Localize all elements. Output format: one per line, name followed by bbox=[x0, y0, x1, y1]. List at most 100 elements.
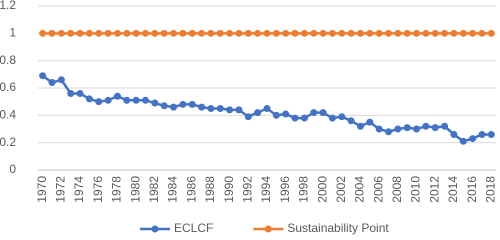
marker bbox=[478, 29, 486, 37]
legend-item: ECLCF bbox=[140, 221, 213, 235]
legend-label: Sustainability Point bbox=[287, 221, 389, 235]
marker bbox=[441, 122, 449, 130]
marker bbox=[422, 122, 430, 130]
marker bbox=[216, 29, 224, 37]
marker bbox=[469, 135, 477, 143]
marker bbox=[263, 105, 271, 112]
marker bbox=[76, 29, 84, 37]
x-tick-label: 2006 bbox=[371, 176, 385, 203]
x-tick-label: 2014 bbox=[446, 176, 460, 203]
marker bbox=[272, 111, 280, 119]
marker bbox=[319, 29, 327, 37]
marker bbox=[132, 29, 140, 37]
marker bbox=[198, 103, 206, 111]
x-tick-label: 1972 bbox=[54, 176, 68, 203]
x-tick-label: 1988 bbox=[203, 176, 217, 203]
x-tick-label: 1996 bbox=[278, 176, 292, 203]
x-tick-label: 2018 bbox=[483, 176, 497, 203]
marker bbox=[141, 96, 149, 104]
x-tick-label: 1970 bbox=[35, 176, 49, 203]
marker bbox=[57, 76, 65, 84]
marker bbox=[188, 100, 196, 108]
marker bbox=[95, 29, 103, 37]
marker bbox=[67, 29, 75, 37]
marker bbox=[431, 29, 439, 37]
marker bbox=[347, 29, 355, 37]
marker bbox=[226, 29, 234, 37]
marker bbox=[403, 124, 411, 132]
marker bbox=[39, 72, 47, 80]
marker bbox=[263, 29, 271, 37]
marker bbox=[385, 29, 393, 37]
marker bbox=[48, 79, 56, 87]
marker bbox=[385, 128, 393, 136]
x-tick-label: 2008 bbox=[390, 176, 404, 203]
x-tick-label: 2012 bbox=[427, 176, 441, 203]
marker bbox=[244, 29, 252, 37]
marker bbox=[123, 29, 131, 37]
marker bbox=[179, 29, 187, 37]
x-tick-label: 1994 bbox=[259, 176, 273, 203]
y-tick-label: 0 bbox=[9, 162, 16, 176]
marker bbox=[319, 109, 327, 117]
marker bbox=[216, 105, 224, 112]
marker bbox=[254, 29, 262, 37]
x-tick-label: 1976 bbox=[91, 176, 105, 203]
x-tick-label: 1980 bbox=[128, 176, 142, 203]
marker bbox=[235, 29, 243, 37]
marker bbox=[356, 29, 364, 37]
y-tick-label: 0.2 bbox=[0, 135, 16, 149]
marker bbox=[291, 29, 299, 37]
marker bbox=[328, 29, 336, 37]
marker bbox=[244, 113, 252, 121]
x-tick-label: 1992 bbox=[240, 176, 254, 203]
legend-marker bbox=[264, 225, 272, 233]
marker bbox=[132, 96, 140, 104]
marker bbox=[450, 130, 458, 138]
marker bbox=[478, 130, 486, 138]
marker bbox=[338, 113, 346, 121]
marker bbox=[413, 125, 421, 133]
x-tick-label: 2002 bbox=[334, 176, 348, 203]
marker bbox=[394, 29, 402, 37]
marker bbox=[459, 137, 467, 145]
marker bbox=[198, 29, 206, 37]
x-tick-label: 1986 bbox=[184, 176, 198, 203]
x-tick-label: 1974 bbox=[72, 176, 86, 203]
marker bbox=[403, 29, 411, 37]
marker bbox=[459, 29, 467, 37]
marker bbox=[57, 29, 65, 37]
marker bbox=[188, 29, 196, 37]
marker bbox=[310, 29, 318, 37]
marker bbox=[67, 89, 75, 97]
marker bbox=[422, 29, 430, 37]
y-tick-label: 1 bbox=[9, 26, 16, 40]
marker bbox=[375, 125, 383, 133]
marker bbox=[291, 114, 299, 122]
marker bbox=[441, 29, 449, 37]
marker bbox=[104, 96, 112, 104]
marker bbox=[179, 100, 187, 108]
marker bbox=[151, 29, 159, 37]
y-tick-label: 0.6 bbox=[0, 80, 16, 94]
x-tick-label: 2010 bbox=[409, 176, 423, 203]
marker bbox=[104, 29, 112, 37]
marker bbox=[356, 122, 364, 130]
marker bbox=[328, 114, 336, 122]
marker bbox=[282, 29, 290, 37]
marker bbox=[85, 95, 93, 103]
legend-label: ECLCF bbox=[174, 221, 213, 235]
marker bbox=[113, 92, 121, 100]
marker bbox=[366, 118, 374, 126]
marker bbox=[226, 106, 234, 114]
marker bbox=[282, 110, 290, 118]
marker bbox=[235, 106, 243, 114]
marker bbox=[338, 29, 346, 37]
x-tick-label: 1982 bbox=[147, 176, 161, 203]
legend-marker bbox=[151, 225, 159, 233]
x-tick-label: 1984 bbox=[166, 176, 180, 203]
marker bbox=[394, 125, 402, 133]
legend-item: Sustainability Point bbox=[253, 221, 389, 235]
marker bbox=[487, 130, 495, 138]
marker bbox=[300, 29, 308, 37]
